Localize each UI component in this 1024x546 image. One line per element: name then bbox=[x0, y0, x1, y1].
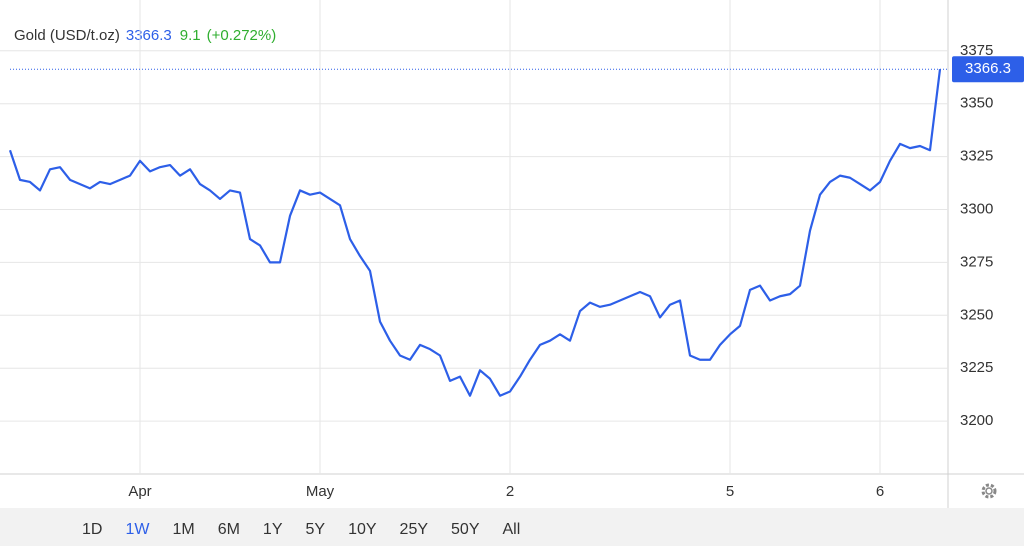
y-tick-label: 3225 bbox=[960, 359, 993, 376]
range-button[interactable]: 10Y bbox=[348, 521, 377, 538]
header: Gold (USD/t.oz) 3366.3 9.1 (+0.272%) bbox=[14, 27, 276, 44]
last-price-label: 3366.3 bbox=[965, 60, 1011, 77]
x-tick-label: 2 bbox=[506, 483, 514, 500]
range-button[interactable]: 6M bbox=[218, 521, 240, 538]
range-button[interactable]: 5Y bbox=[306, 521, 326, 538]
range-button[interactable]: All bbox=[502, 521, 520, 538]
price-line bbox=[8, 69, 942, 397]
range-button[interactable]: 1M bbox=[172, 521, 194, 538]
x-tick-label: Apr bbox=[128, 483, 151, 500]
y-tick-label: 3300 bbox=[960, 200, 993, 217]
change: 9.1 bbox=[180, 27, 201, 44]
y-tick-label: 3350 bbox=[960, 95, 993, 112]
y-tick-label: 3325 bbox=[960, 148, 993, 165]
settings-icon[interactable] bbox=[981, 483, 997, 499]
title: Gold (USD/t.oz) bbox=[14, 27, 120, 44]
y-tick-label: 3250 bbox=[960, 306, 993, 323]
range-button[interactable]: 1D bbox=[82, 521, 102, 538]
x-tick-label: 6 bbox=[876, 483, 884, 500]
range-button[interactable]: 50Y bbox=[451, 521, 480, 538]
range-bar bbox=[0, 508, 1024, 546]
range-button[interactable]: 25Y bbox=[400, 521, 429, 538]
price: 3366.3 bbox=[126, 27, 172, 44]
y-tick-label: 3375 bbox=[960, 42, 993, 59]
y-tick-label: 3275 bbox=[960, 253, 993, 270]
x-tick-label: 5 bbox=[726, 483, 734, 500]
last-price-box bbox=[952, 56, 1024, 83]
range-button[interactable]: 1W bbox=[125, 521, 150, 538]
change-pct: (+0.272%) bbox=[207, 27, 277, 44]
range-button[interactable]: 1Y bbox=[263, 521, 283, 538]
y-tick-label: 3200 bbox=[960, 412, 993, 429]
x-tick-label: May bbox=[306, 483, 335, 500]
